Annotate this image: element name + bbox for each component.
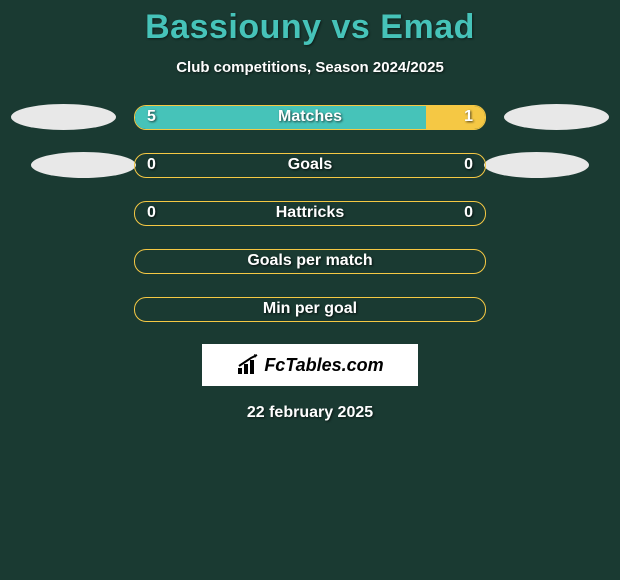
stat-label: Matches bbox=[135, 108, 485, 126]
stat-row: Min per goal bbox=[0, 296, 620, 322]
stat-value-left: 0 bbox=[147, 156, 156, 174]
stat-bar: Goals0 0 bbox=[134, 153, 486, 178]
stat-row: Goals0 0 bbox=[0, 152, 620, 178]
subtitle: Club competitions, Season 2024/2025 bbox=[0, 59, 620, 76]
date-text: 22 february 2025 bbox=[0, 404, 620, 422]
stat-rows: Matches51Goals00Hattricks00Goals per mat… bbox=[0, 104, 620, 322]
comparison-infographic: Bassiouny vs Emad Club competitions, Sea… bbox=[0, 0, 620, 422]
logo-inner: FcTables.com bbox=[236, 354, 383, 376]
stat-row: Hattricks0 0 bbox=[0, 200, 620, 226]
page-title: Bassiouny vs Emad bbox=[0, 8, 620, 47]
stat-label: Goals bbox=[135, 156, 485, 174]
player-shape-left bbox=[31, 152, 136, 178]
stat-row: Matches5 1 bbox=[0, 104, 620, 130]
stat-value-right: 1 bbox=[464, 108, 473, 126]
logo-box: FcTables.com bbox=[202, 344, 418, 386]
player-shape-right bbox=[504, 104, 609, 130]
stat-bar: Min per goal bbox=[134, 297, 486, 322]
stat-bar: Matches5 1 bbox=[134, 105, 486, 130]
chart-icon bbox=[236, 354, 260, 376]
stat-bar: Goals per match bbox=[134, 249, 486, 274]
stat-bar: Hattricks0 0 bbox=[134, 201, 486, 226]
stat-label: Goals per match bbox=[135, 252, 485, 270]
stat-value-left: 0 bbox=[147, 204, 156, 222]
stat-label: Hattricks bbox=[135, 204, 485, 222]
stat-row: Goals per match bbox=[0, 248, 620, 274]
player-shape-right bbox=[484, 152, 589, 178]
stat-value-right: 0 bbox=[464, 204, 473, 222]
stat-label: Min per goal bbox=[135, 300, 485, 318]
logo-text: FcTables.com bbox=[264, 355, 383, 376]
stat-value-left: 5 bbox=[147, 108, 156, 126]
stat-value-right: 0 bbox=[464, 156, 473, 174]
player-shape-left bbox=[11, 104, 116, 130]
